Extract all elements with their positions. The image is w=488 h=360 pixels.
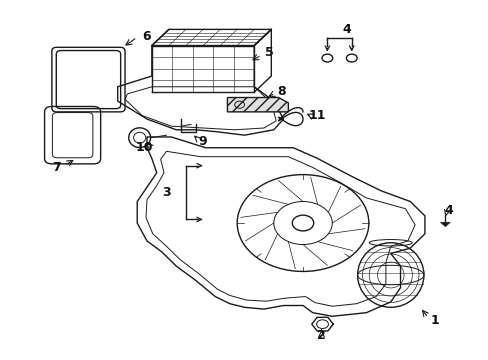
Polygon shape [227,98,288,112]
Text: 4: 4 [342,23,350,36]
Text: 2: 2 [317,329,325,342]
Text: 6: 6 [142,30,151,43]
Text: 4: 4 [443,204,452,217]
Text: 3: 3 [162,186,170,199]
Text: 9: 9 [198,135,207,148]
Text: 10: 10 [136,141,153,154]
Text: 11: 11 [308,109,325,122]
Text: 1: 1 [429,314,438,327]
Polygon shape [440,222,449,226]
Text: 7: 7 [52,161,61,174]
Text: 8: 8 [276,85,285,98]
Text: 5: 5 [264,46,273,59]
